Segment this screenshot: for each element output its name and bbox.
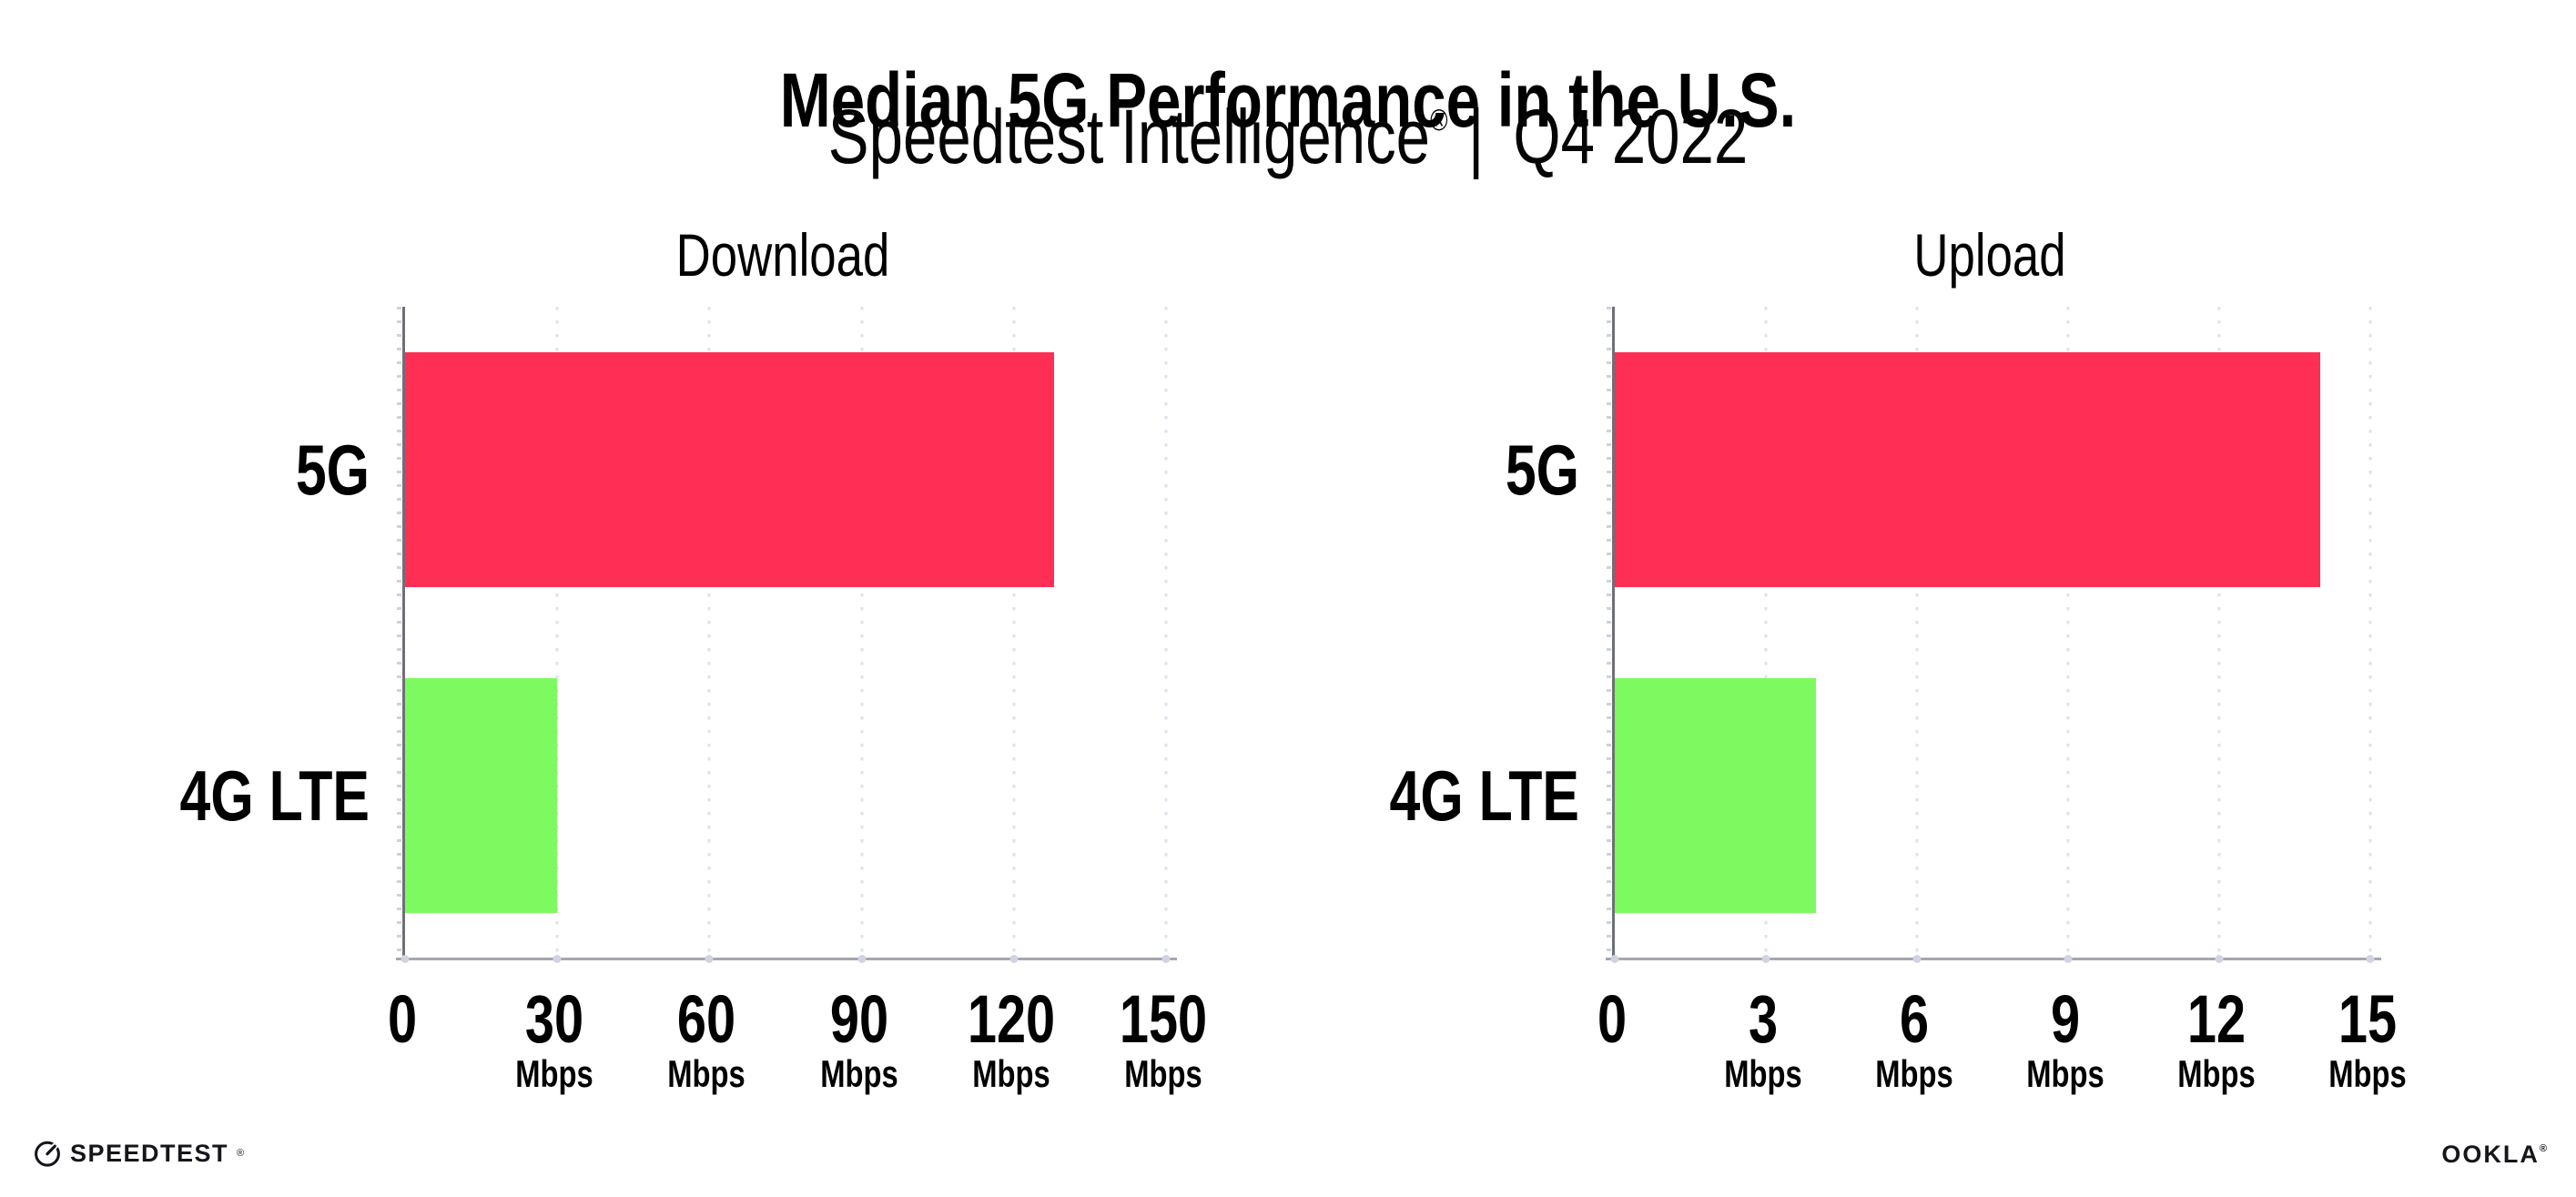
x-axis-tick-labels: 0 30 Mbps 60 Mbps 90 Mbps 120 Mbps 150 Mbps (388, 959, 1207, 1141)
x-tick-number: 6 (1899, 981, 1930, 1057)
row-label-5g: 5G (295, 430, 370, 510)
row-label-4g-lte: 4G LTE (1389, 756, 1579, 836)
x-tick-label: 12 Mbps (2125, 959, 2309, 1093)
gridline (555, 307, 559, 959)
x-tick-number: 90 (829, 981, 888, 1057)
speedtest-gauge-icon (35, 1141, 60, 1167)
x-tick-unit: Mbps (2328, 1052, 2407, 1095)
chart-title-upload: Upload (1913, 221, 2066, 289)
x-tick-label: 120 Mbps (918, 959, 1103, 1093)
ookla-wordmark: OOKLA (2441, 1141, 2540, 1168)
x-tick-number: 9 (2050, 981, 2081, 1057)
upload-plot-area (1606, 307, 2381, 963)
x-tick-label: 0 (310, 959, 495, 1053)
x-tick-number: 3 (1748, 981, 1779, 1057)
registered-mark: ® (2539, 1143, 2549, 1154)
x-tick-label: 60 Mbps (614, 959, 799, 1093)
x-tick-unit: Mbps (2026, 1052, 2104, 1095)
gridline (1012, 307, 1016, 959)
gridline (860, 307, 864, 959)
x-tick-unit: Mbps (1724, 1052, 1802, 1095)
x-axis-tick-dot (2366, 955, 2375, 963)
x-tick-number: 150 (1119, 981, 1208, 1057)
x-tick-label: 0 (1520, 959, 1705, 1053)
gridline (1764, 307, 1768, 959)
x-tick-unit: Mbps (819, 1052, 898, 1095)
x-tick-number: 0 (1597, 981, 1628, 1057)
x-tick-unit: Mbps (515, 1052, 593, 1095)
x-axis-tick-dot (401, 955, 410, 963)
x-axis-line (1606, 958, 2381, 960)
gridline (2368, 307, 2372, 959)
gridline (707, 307, 711, 959)
x-axis-tick-dot (553, 955, 562, 963)
ookla-logo: OOKLA® (2441, 1142, 2549, 1167)
subtitle-period: Q4 2022 (1513, 94, 1749, 179)
x-axis-tick-dot (2215, 955, 2224, 963)
x-tick-label: 9 Mbps (1973, 959, 2158, 1093)
row-label-4g-lte: 4G LTE (179, 756, 370, 836)
upload-chart: Upload 5G 4G LTE 0 3 Mbps 6 Mbps 9 Mbps 12 Mbps 1… (1390, 0, 2407, 1197)
x-axis-tick-dot (857, 955, 867, 963)
x-tick-label: 6 Mbps (1822, 959, 2007, 1093)
x-tick-unit: Mbps (1124, 1052, 1202, 1095)
chart-title-download: Download (675, 221, 890, 289)
row-label-5g: 5G (1505, 430, 1579, 510)
gridline (1915, 307, 1919, 959)
x-tick-label: 90 Mbps (766, 959, 951, 1093)
download-chart: Download 5G 4G LTE 0 30 Mbps 60 Mbps 90 Mbps 12… (180, 0, 1208, 1197)
y-axis-minor-ticks (1607, 307, 1611, 959)
bar-5g-upload (1615, 352, 2320, 587)
gridline (2066, 307, 2070, 959)
gridline (2217, 307, 2221, 959)
speedtest-logo: SPEEDTEST ® (33, 1139, 244, 1168)
x-tick-number: 15 (2338, 981, 2398, 1057)
speedtest-wordmark: SPEEDTEST (70, 1139, 229, 1167)
download-plot-area (396, 307, 1177, 963)
y-axis-minor-ticks (397, 307, 401, 959)
x-tick-number: 30 (525, 981, 584, 1057)
x-axis-tick-dot (1610, 955, 1619, 963)
x-axis-tick-dot (1161, 955, 1171, 963)
x-axis-line (396, 958, 1177, 960)
x-axis-tick-dot (1912, 955, 1922, 963)
x-tick-label: 30 Mbps (462, 959, 647, 1093)
x-tick-number: 12 (2186, 981, 2246, 1057)
x-tick-unit: Mbps (667, 1052, 746, 1095)
x-axis-tick-dot (2064, 955, 2073, 963)
registered-mark: ® (1430, 103, 1448, 137)
x-tick-number: 0 (387, 981, 418, 1057)
subtitle-separator: | (1467, 94, 1485, 179)
x-tick-label: 3 Mbps (1671, 959, 1856, 1093)
x-tick-unit: Mbps (972, 1052, 1050, 1095)
x-axis-tick-dot (1009, 955, 1019, 963)
page-title: Median 5G Performance in the U.S. (779, 57, 1797, 144)
x-tick-unit: Mbps (2177, 1052, 2256, 1095)
x-tick-label: 15 Mbps (2276, 959, 2460, 1093)
x-tick-number: 60 (677, 981, 736, 1057)
x-axis-tick-dot (705, 955, 714, 963)
subtitle-brand: Speedtest Intelligence (827, 94, 1431, 179)
x-tick-unit: Mbps (1875, 1052, 1953, 1095)
bar-4g-lte-upload (1615, 678, 1817, 913)
x-tick-label: 150 Mbps (1071, 959, 1256, 1093)
bar-5g-download (405, 352, 1055, 587)
x-axis-tick-dot (1761, 955, 1770, 963)
gridline (1164, 307, 1168, 959)
x-axis-tick-labels: 0 3 Mbps 6 Mbps 9 Mbps 12 Mbps 15 Mbps (1597, 959, 2407, 1141)
bar-4g-lte-download (405, 678, 558, 913)
x-tick-number: 120 (967, 981, 1055, 1057)
subtitle: Speedtest Intelligence® | Q4 2022 (258, 94, 2318, 179)
